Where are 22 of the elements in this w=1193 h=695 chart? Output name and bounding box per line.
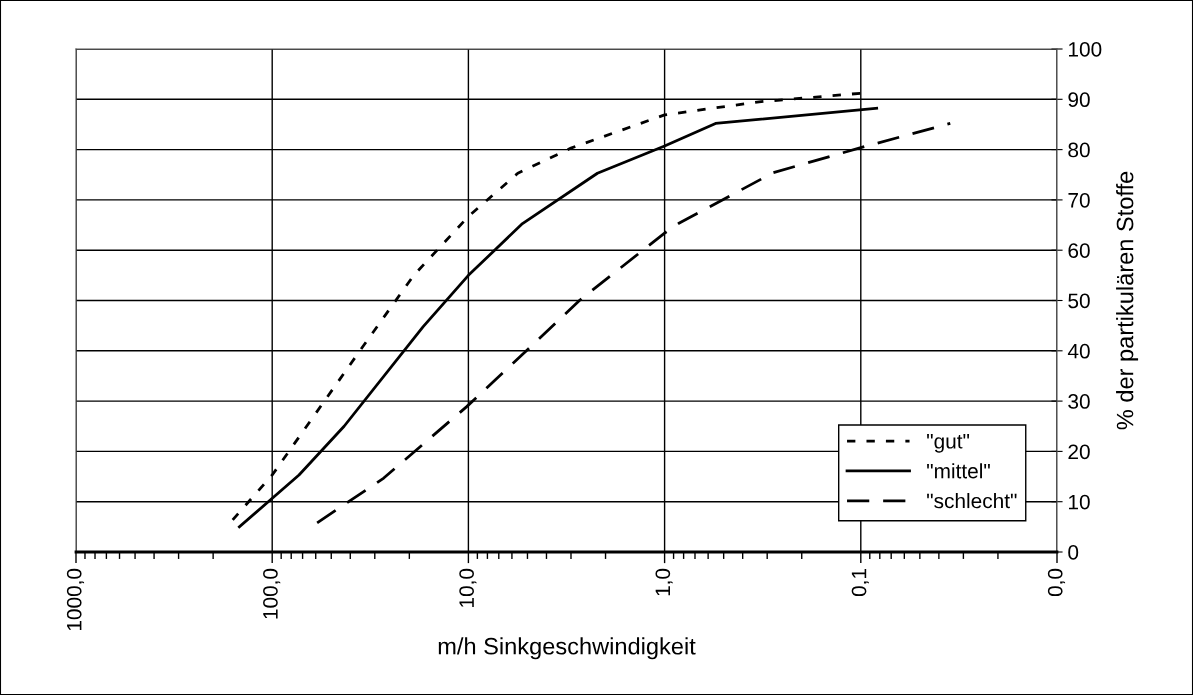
- y-tick-label: 0: [1068, 545, 1079, 560]
- y-tick-label: 20: [1068, 444, 1090, 460]
- legend-label: "gut": [927, 434, 970, 453]
- y-tick-label: 50: [1068, 293, 1090, 309]
- x-tick-label: 1000,0: [66, 568, 85, 631]
- y-tick-label: 90: [1068, 92, 1090, 108]
- x-tick-label: 100,0: [263, 568, 281, 619]
- y-tick-label: 10: [1069, 494, 1090, 510]
- y-tick-label: 40: [1067, 343, 1090, 359]
- y-axis-title: % der partikulären Stoffe: [1116, 171, 1139, 430]
- x-tick-label: 1,0: [655, 568, 673, 596]
- x-tick-label: 0,1: [851, 568, 869, 597]
- y-tick-label: 30: [1068, 394, 1090, 409]
- x-tick-label: 10,0: [459, 568, 477, 607]
- y-tick-label: 60: [1068, 243, 1090, 258]
- legend-label: "schlecht": [927, 493, 1017, 509]
- x-tick-label: 0,0: [1047, 568, 1066, 597]
- legend-label: "mittel": [927, 463, 990, 479]
- y-tick-label: 80: [1068, 142, 1090, 158]
- x-axis-title: m/h Sinkgeschwindigkeit: [438, 637, 696, 660]
- y-tick-label: 100: [1069, 42, 1102, 57]
- y-tick-label: 70: [1068, 192, 1090, 208]
